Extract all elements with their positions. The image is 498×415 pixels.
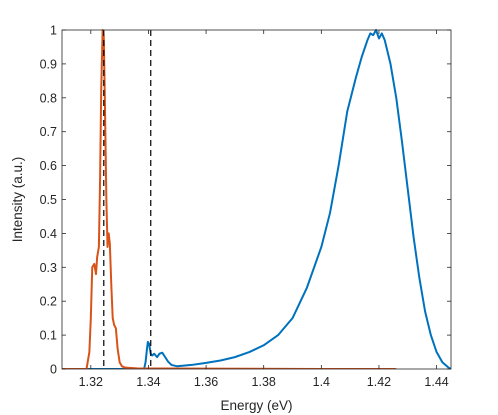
series-line-2 bbox=[62, 29, 397, 369]
series-line-1 bbox=[62, 29, 451, 369]
y-axis-label: Intensity (a.u.) bbox=[10, 157, 25, 243]
x-axis-label: Energy (eV) bbox=[220, 398, 292, 413]
y-tick-label: 0.4 bbox=[40, 227, 57, 241]
y-tick-label: 0.1 bbox=[40, 329, 57, 343]
y-tick-label: 0.6 bbox=[40, 159, 57, 173]
x-tick-label: 1.42 bbox=[367, 375, 391, 389]
x-tick-label: 1.34 bbox=[136, 375, 160, 389]
plot-area: 1.32 1.34 1.36 1.38 1.4 1.42 1.44 0 0.1 0.2 0.3 0.4… bbox=[40, 24, 452, 389]
y-tick-label: 0 bbox=[50, 363, 57, 377]
y-tick-label: 0.7 bbox=[40, 125, 57, 139]
y-tick-label: 0.3 bbox=[40, 261, 57, 275]
x-tick-label: 1.36 bbox=[194, 375, 218, 389]
x-tick-label: 1.38 bbox=[252, 375, 276, 389]
y-tick-label: 0.9 bbox=[40, 57, 57, 71]
y-tick-label: 1 bbox=[50, 24, 57, 38]
x-tick-label: 1.44 bbox=[424, 375, 448, 389]
x-tick-label: 1.32 bbox=[79, 375, 103, 389]
x-tick-label: 1.4 bbox=[313, 375, 330, 389]
y-tick-label: 0.8 bbox=[40, 91, 57, 105]
y-tick-label: 0.2 bbox=[40, 295, 57, 309]
y-tick-label: 0.5 bbox=[40, 193, 57, 207]
